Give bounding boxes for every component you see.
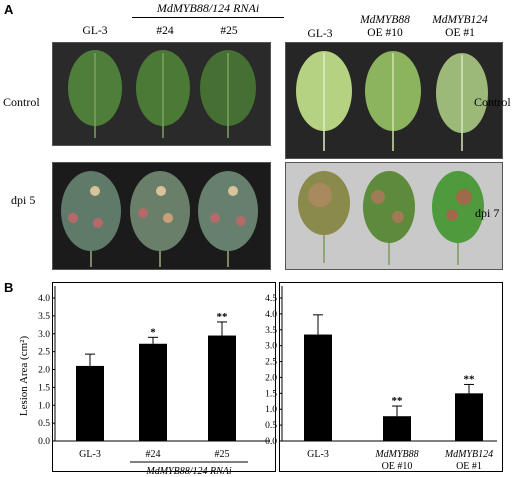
leaf-icon: [136, 50, 190, 138]
col-label-24: #24: [156, 25, 174, 37]
bar-1: [139, 343, 167, 441]
y-tick-label: 2.5: [38, 348, 50, 358]
y-tick-label: 1.0: [265, 405, 277, 415]
y-tick-label: 1.5: [38, 383, 50, 393]
infected-leaf-icon: [298, 171, 350, 263]
col-label-myb88-line2: OE #10: [367, 27, 403, 39]
y-tick-label: 0.5: [265, 421, 277, 431]
bar-0: [304, 334, 332, 441]
row-label-control-left: Control: [3, 95, 40, 109]
bar-2: [455, 393, 483, 441]
col-label-myb124: MdMYB124 OE #1: [420, 14, 500, 40]
col-label-25: #25: [220, 25, 238, 37]
x-tick-label: #25: [215, 449, 230, 460]
col-label-myb124-line2: OE #1: [445, 27, 475, 39]
y-tick-label: 0.0: [265, 437, 277, 447]
y-tick-label: 3.0: [38, 330, 50, 340]
infected-leaf-icon: [198, 171, 258, 267]
leaves-control-oe: [296, 51, 488, 151]
x-tick-label: MdMYB124: [444, 449, 493, 460]
significance-mark: *: [150, 326, 156, 338]
bar-2: [208, 335, 236, 441]
rnai-group-title: MdMYB88/124 RNAi: [132, 2, 284, 15]
x-tick-label: OE #1: [456, 461, 482, 472]
y-tick-label: 2.5: [265, 358, 277, 368]
infected-leaf-icon: [363, 171, 415, 265]
x-tick-label: #24: [146, 449, 161, 460]
significance-mark: **: [464, 373, 476, 385]
photo-control-rnai: [52, 42, 271, 146]
y-tick-label: 2.0: [265, 373, 277, 383]
photo-dpi7-oe: [285, 162, 503, 270]
x-tick-label: OE #10: [382, 461, 413, 472]
leaf-icon: [365, 51, 421, 151]
y-tick-label: 0.0: [38, 437, 50, 447]
leaf-icon: [68, 50, 122, 138]
infected-leaf-icon: [130, 171, 190, 267]
leaves-control-rnai: [68, 50, 256, 138]
leaves-dpi5-rnai: [61, 171, 258, 267]
x-tick-label: GL-3: [307, 449, 329, 460]
infected-leaf-icon: [432, 171, 484, 265]
leaf-icon: [296, 51, 352, 151]
row-label-control-right: Control: [474, 95, 511, 109]
col-label-myb88-line1: MdMYB88: [360, 14, 410, 26]
col-label-myb88: MdMYB88 OE #10: [350, 14, 420, 40]
y-tick-label: 1.5: [265, 389, 277, 399]
y-tick-label: 4.0: [265, 310, 277, 320]
y-tick-label: 2.0: [38, 366, 50, 376]
bar-0: [76, 365, 104, 441]
col-label-gl3-left: GL-3: [82, 25, 108, 37]
rnai-group-underline: [132, 17, 284, 18]
significance-mark: **: [392, 395, 404, 407]
y-tick-label: 3.5: [38, 312, 50, 322]
row-label-dpi7: dpi 7: [475, 206, 500, 220]
leaf-icon: [436, 53, 488, 151]
row-label-dpi5: dpi 5: [11, 193, 36, 207]
y-tick-label: 4.5: [265, 294, 277, 304]
photo-dpi5-rnai: [52, 162, 271, 270]
leaf-icon: [200, 50, 256, 138]
chart-left-frame: [52, 282, 276, 472]
col-label-myb124-line1: MdMYB124: [432, 14, 488, 26]
x-tick-label: GL-3: [79, 449, 101, 460]
leaves-dpi7-oe: [298, 171, 484, 265]
rnai-group-title-text: MdMYB88/124 RNAi: [156, 1, 260, 15]
y-tick-label: 3.5: [265, 326, 277, 336]
y-tick-label: 3.0: [265, 342, 277, 352]
significance-mark: **: [217, 311, 229, 323]
y-tick-label: 0.5: [38, 419, 50, 429]
x-tick-label: MdMYB88: [374, 449, 418, 460]
y-tick-label: 1.0: [38, 401, 50, 411]
panel-a-label: A: [4, 2, 14, 17]
y-tick-label: 4.0: [38, 294, 50, 304]
infected-leaf-icon: [61, 171, 121, 267]
photo-control-oe: [285, 42, 503, 159]
chart-left-xlabel: MdMYB88/124 RNAi: [145, 466, 231, 477]
panel-b-label: B: [4, 280, 14, 295]
col-label-gl3-right: GL-3: [307, 28, 333, 40]
bar-1: [383, 416, 411, 441]
